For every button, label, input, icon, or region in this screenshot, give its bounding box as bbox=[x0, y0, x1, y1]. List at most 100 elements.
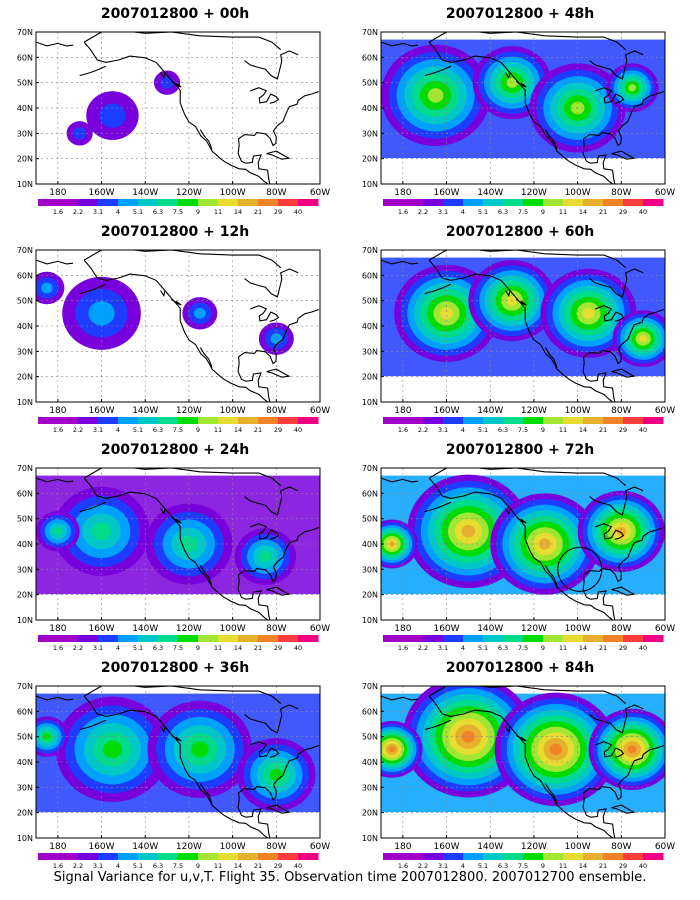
coastline bbox=[582, 308, 665, 365]
field-contour bbox=[259, 550, 272, 563]
colorbar-swatch bbox=[563, 199, 584, 206]
coastline bbox=[582, 580, 616, 620]
coastline bbox=[516, 734, 527, 742]
colorbar-label: 3.1 bbox=[438, 644, 448, 652]
coastline bbox=[544, 783, 558, 804]
colorbar-label: 14 bbox=[579, 208, 587, 216]
lon-tick-label: 80W bbox=[611, 842, 631, 852]
coastline bbox=[36, 259, 74, 265]
coastline bbox=[516, 80, 527, 88]
colorbar-swatch bbox=[118, 635, 139, 642]
lon-tick-label: 120W bbox=[521, 624, 547, 634]
colorbar-swatch bbox=[463, 417, 484, 424]
lat-tick-label: 60N bbox=[362, 707, 378, 716]
colorbar-label: 5.1 bbox=[133, 426, 143, 434]
colorbar-label: 4 bbox=[461, 644, 465, 652]
lat-tick-label: 50N bbox=[362, 733, 378, 742]
colorbar-swatch bbox=[563, 635, 584, 642]
panel-48h: 2007012800 + 48h 70N 60N 50N 40N 30N 20N 10N 18… bbox=[355, 0, 685, 220]
lat-tick-label: 10N bbox=[362, 180, 378, 189]
colorbar-swatch bbox=[98, 417, 119, 424]
map-plot: 70N 60N 50N 40N 30N 20N 10N 180 160W 140W 120W 100W… bbox=[17, 464, 330, 652]
lat-tick-label: 50N bbox=[362, 297, 378, 306]
colorbar-label: 40 bbox=[639, 426, 647, 434]
colorbar-label: 4 bbox=[461, 862, 465, 870]
colorbar-swatch bbox=[158, 417, 179, 424]
lon-tick-label: 180 bbox=[49, 842, 66, 852]
colorbar-swatch bbox=[278, 417, 299, 424]
lat-tick-label: 60N bbox=[17, 707, 33, 716]
lon-tick-label: 140W bbox=[477, 188, 503, 198]
coastline bbox=[249, 87, 280, 104]
coastline bbox=[36, 695, 74, 701]
colorbar-swatch bbox=[503, 853, 524, 860]
colorbar-swatch bbox=[118, 199, 139, 206]
coastline bbox=[160, 508, 166, 515]
colorbar-label: 7.5 bbox=[173, 208, 183, 216]
colorbar-label: 9 bbox=[196, 426, 200, 434]
lat-tick-label: 70N bbox=[362, 28, 378, 37]
field-contour bbox=[191, 741, 209, 758]
colorbar-label: 14 bbox=[579, 426, 587, 434]
colorbar-swatch bbox=[98, 199, 119, 206]
colorbar-label: 7.5 bbox=[518, 644, 528, 652]
colorbar-swatch bbox=[643, 199, 664, 206]
lat-tick-label: 70N bbox=[362, 464, 378, 473]
colorbar-label: 9 bbox=[541, 862, 545, 870]
coastline bbox=[505, 508, 511, 515]
coastline bbox=[424, 501, 452, 513]
coastline bbox=[199, 129, 213, 150]
colorbar-swatch bbox=[298, 853, 319, 860]
variance-field bbox=[36, 271, 294, 355]
colorbar-label: 5.1 bbox=[478, 426, 488, 434]
lon-tick-label: 80W bbox=[611, 406, 631, 416]
coastline bbox=[160, 72, 166, 79]
colorbar-swatch bbox=[443, 417, 464, 424]
colorbar-swatch bbox=[198, 417, 219, 424]
coastline bbox=[611, 150, 636, 160]
coastline bbox=[171, 516, 182, 524]
lat-tick-label: 30N bbox=[17, 783, 33, 792]
colorbar-swatch bbox=[98, 635, 119, 642]
field-contour bbox=[628, 84, 636, 92]
colorbar-swatch bbox=[38, 853, 59, 860]
colorbar-swatch bbox=[383, 853, 404, 860]
colorbar-swatch bbox=[38, 199, 59, 206]
colorbar-swatch bbox=[138, 853, 159, 860]
colorbar-label: 5.1 bbox=[133, 862, 143, 870]
lon-tick-label: 120W bbox=[176, 842, 202, 852]
coastline bbox=[556, 368, 613, 402]
coastline bbox=[171, 298, 182, 306]
coastlines bbox=[36, 686, 320, 838]
colorbar-swatch bbox=[58, 199, 79, 206]
coastline bbox=[266, 150, 291, 160]
lat-tick-label: 40N bbox=[362, 322, 378, 331]
coastline bbox=[237, 90, 320, 147]
colorbar-label: 11 bbox=[214, 862, 222, 870]
lat-tick-label: 50N bbox=[17, 515, 33, 524]
lon-tick-label: 140W bbox=[477, 406, 503, 416]
lon-tick-label: 160W bbox=[433, 406, 459, 416]
variance-field bbox=[36, 475, 320, 595]
colorbar-label: 3.1 bbox=[438, 426, 448, 434]
colorbar-label: 11 bbox=[559, 644, 567, 652]
colorbar-swatch bbox=[218, 417, 239, 424]
lon-tick-label: 80W bbox=[611, 624, 631, 634]
field-contour bbox=[582, 307, 595, 319]
graticule bbox=[36, 250, 320, 402]
colorbar-swatch bbox=[78, 635, 99, 642]
colorbar-swatch bbox=[543, 853, 564, 860]
coastline bbox=[611, 368, 636, 378]
colorbar-label: 14 bbox=[234, 862, 242, 870]
map-plot: 70N 60N 50N 40N 30N 20N 10N 180 160W 140W 120W 100W… bbox=[362, 682, 675, 870]
colorbar-label: 21 bbox=[254, 426, 262, 434]
colorbar-swatch bbox=[583, 853, 604, 860]
colorbar-swatch bbox=[58, 417, 79, 424]
coastline bbox=[237, 526, 320, 583]
colorbar-swatch bbox=[118, 417, 139, 424]
lat-tick-label: 50N bbox=[362, 515, 378, 524]
colorbar-swatch bbox=[238, 853, 259, 860]
coastline bbox=[505, 290, 511, 297]
colorbar-label: 21 bbox=[599, 862, 607, 870]
panel-title: 2007012800 + 48h bbox=[445, 6, 595, 22]
